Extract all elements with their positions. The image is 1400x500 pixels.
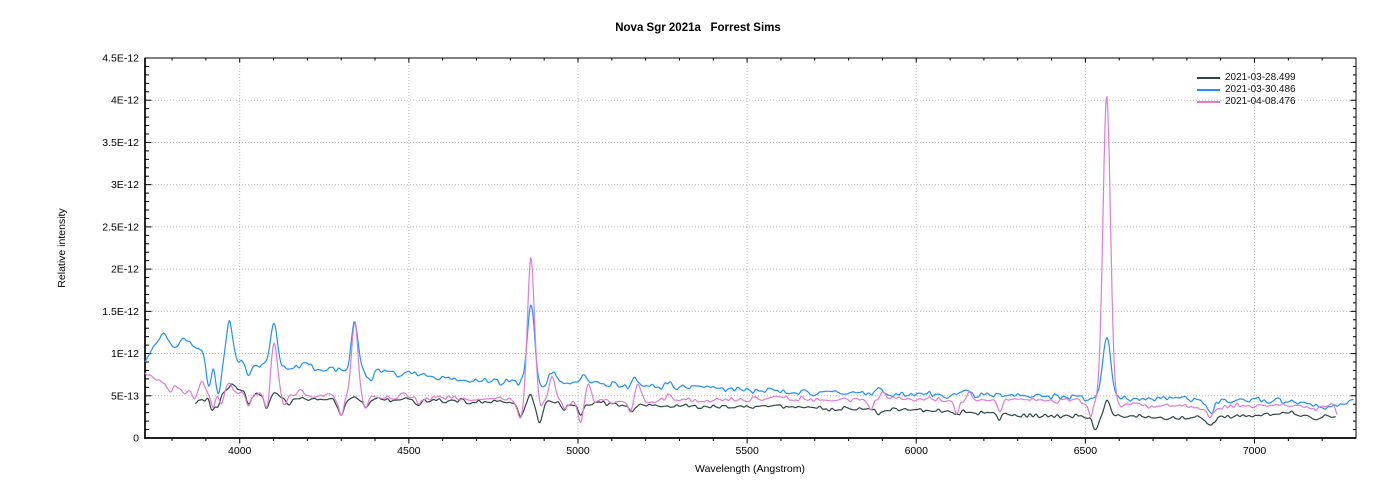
y-tick-label: 2E-12 (111, 264, 139, 276)
plot-frame (144, 57, 1357, 439)
y-tick-label: 5E-13 (111, 390, 139, 402)
x-tick-label: 6500 (1074, 445, 1098, 457)
legend-line-swatch (1197, 77, 1220, 79)
x-tick-label: 4500 (397, 445, 421, 457)
y-tick-label: 1.5E-12 (102, 306, 139, 318)
legend-label: 2021-04-08.476 (1225, 96, 1296, 107)
y-tick-label: 1E-12 (111, 348, 139, 360)
tick-labels: 4000 4500 5000 5500 6000 6500 7000 0 5E-13 1E-12 1… (102, 53, 1266, 458)
legend-label: 2021-03-28.499 (1225, 72, 1296, 83)
y-tick-label: 2.5E-12 (102, 221, 139, 233)
spectrum-line-2021-04-08.476 (144, 96, 1338, 424)
x-tick-label: 5000 (566, 445, 590, 457)
gridlines (146, 59, 1355, 437)
y-tick-label: 4E-12 (111, 95, 139, 107)
series-lines (144, 96, 1354, 431)
legend-item: 2021-03-30.486 (1197, 84, 1296, 96)
legend-item: 2021-03-28.499 (1197, 72, 1296, 84)
legend-label: 2021-03-30.486 (1225, 84, 1296, 95)
x-axis-title: Wavelength (Angstrom) (695, 463, 805, 475)
x-tick-label: 6000 (905, 445, 929, 457)
y-tick-label: 3.5E-12 (102, 137, 139, 149)
x-tick-label: 4000 (228, 445, 252, 457)
spectrum-line-2021-03-28.499 (194, 383, 1336, 431)
y-tick-label: 0 (133, 433, 139, 445)
x-tick-label: 7000 (1243, 445, 1267, 457)
legend-item: 2021-04-08.476 (1197, 96, 1296, 108)
y-tick-label: 4.5E-12 (102, 53, 139, 65)
legend: 2021-03-28.499 2021-03-30.486 2021-04-08.4… (1197, 72, 1296, 108)
chart-title: Nova Sgr 2021a Forrest Sims (615, 22, 781, 34)
legend-line-swatch (1197, 101, 1220, 103)
x-tick-label: 5500 (735, 445, 759, 457)
legend-line-swatch (1197, 89, 1220, 91)
axis-ticks (145, 57, 1356, 444)
y-tick-label: 3E-12 (111, 179, 139, 191)
spectrum-line-2021-03-30.486 (144, 304, 1354, 415)
